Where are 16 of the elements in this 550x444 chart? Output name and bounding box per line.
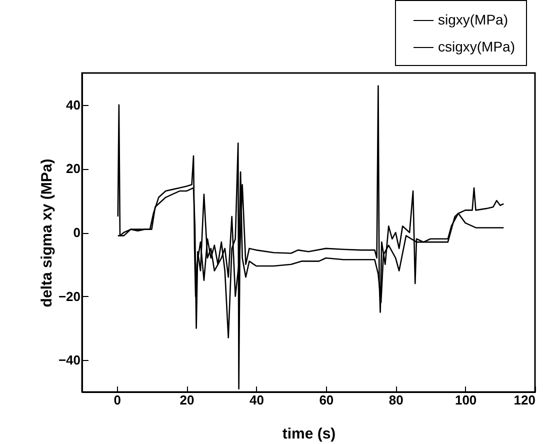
y-tick-label: −40	[58, 352, 80, 368]
x-axis-title: time (s)	[282, 426, 336, 442]
y-tick-label: 40	[66, 97, 80, 112]
x-tick-label: 40	[249, 392, 264, 408]
x-tick-label: 60	[319, 392, 334, 408]
x-tick-label: 100	[454, 392, 477, 408]
x-tick-label: 80	[388, 392, 404, 408]
x-tick-label: 120	[514, 392, 536, 408]
x-tick-label: 20	[180, 392, 194, 408]
x-tick-label: 0	[114, 392, 121, 408]
legend-label: sigxy(MPa)	[438, 12, 508, 28]
y-tick-label: 20	[66, 161, 80, 176]
y-axis-title: delta sigma xy (MPa)	[38, 158, 56, 308]
legend-label: csigxy(MPa)	[438, 38, 516, 54]
y-tick-label: −20	[58, 288, 80, 304]
y-tick-label: 0	[73, 225, 80, 240]
